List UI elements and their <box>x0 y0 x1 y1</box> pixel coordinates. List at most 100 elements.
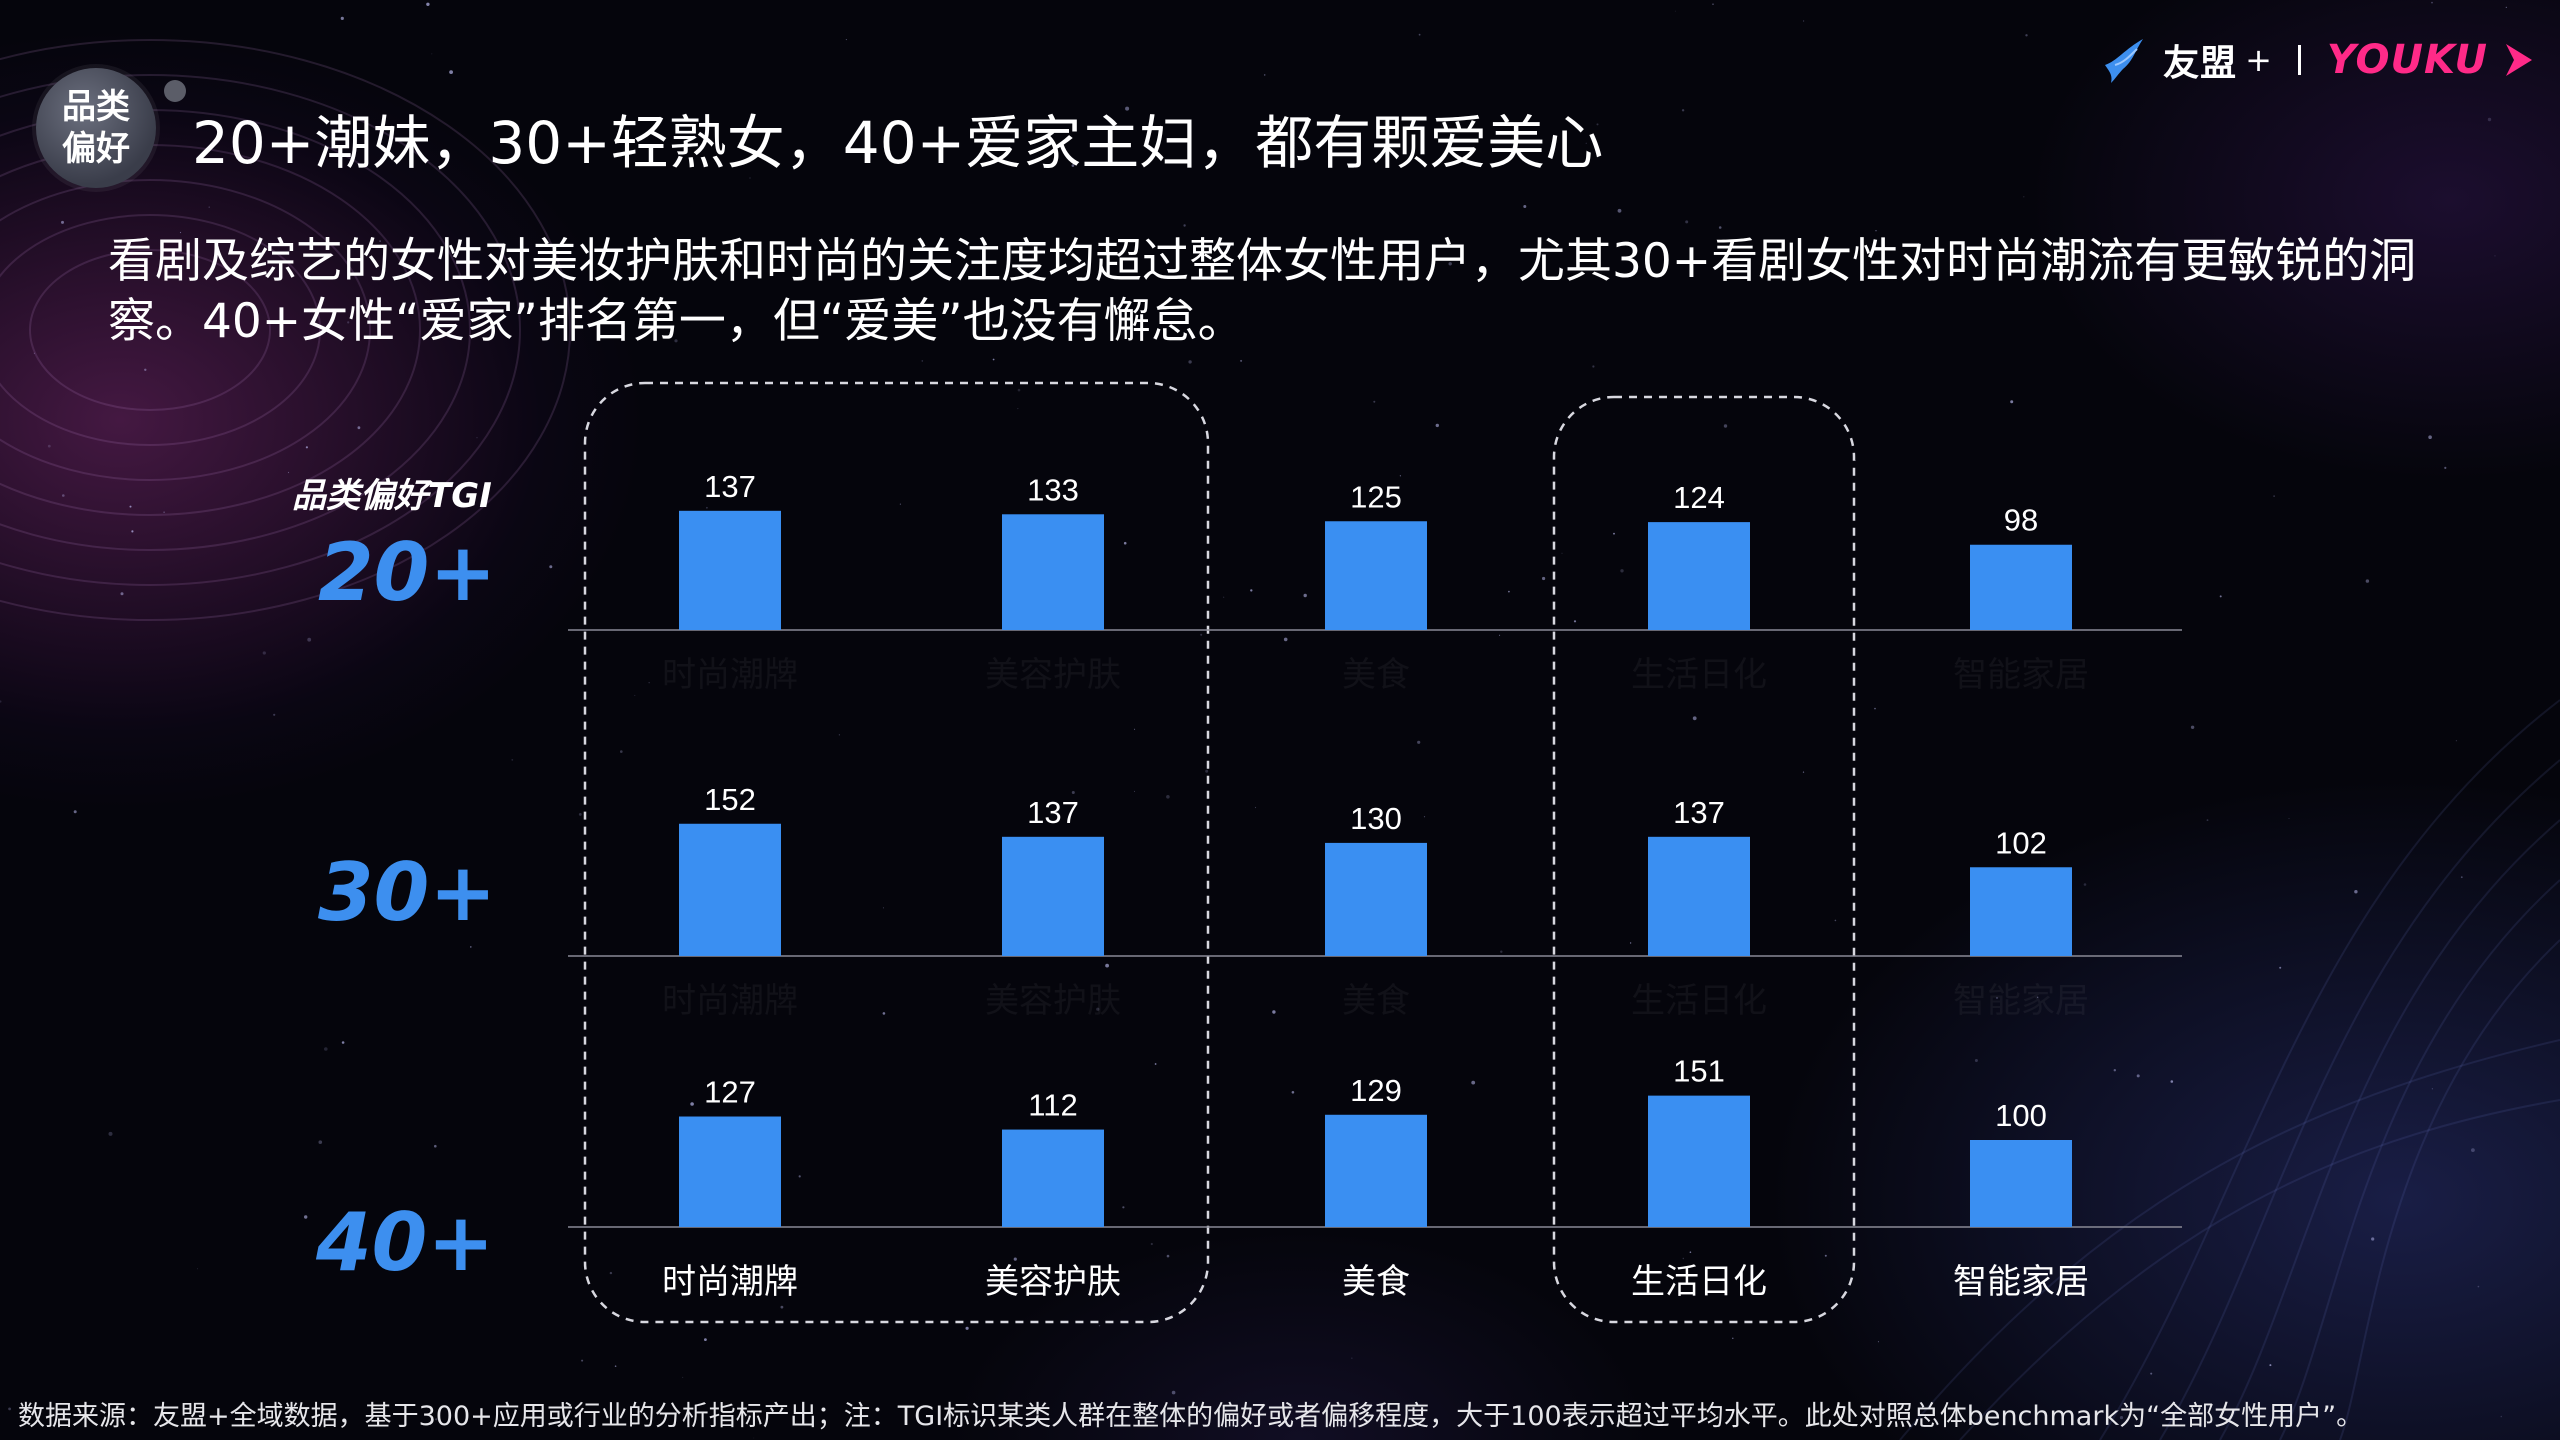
star <box>33 352 36 354</box>
star <box>609 1271 613 1275</box>
star <box>47 444 51 448</box>
star <box>2025 34 2028 37</box>
youmeng-plus: + <box>2245 41 2272 79</box>
source-footnote: 数据来源：友盟+全域数据，基于300+应用或行业的分析指标产出；注：TGI标识某… <box>18 1401 2364 1432</box>
star <box>435 1418 438 1421</box>
star <box>144 368 147 371</box>
bar <box>1970 1140 2072 1227</box>
star <box>1723 424 1728 428</box>
star <box>1399 475 1401 477</box>
bar-value-label: 152 <box>704 782 756 817</box>
bar <box>1648 1095 1750 1227</box>
star <box>1394 1424 1397 1427</box>
star <box>1824 1254 1827 1257</box>
star <box>340 16 344 20</box>
youmeng-logo: 友盟 <box>2163 43 2238 84</box>
star <box>131 530 134 533</box>
star <box>2190 725 2195 729</box>
bar <box>1325 1114 1427 1227</box>
star <box>307 637 312 642</box>
star <box>1134 790 1135 792</box>
star <box>1681 109 1685 112</box>
star <box>1171 1390 1176 1395</box>
star <box>780 1305 784 1309</box>
bar-value-label: 127 <box>704 1075 756 1110</box>
star <box>324 1047 328 1051</box>
star <box>2219 595 2222 598</box>
star <box>2371 1237 2375 1241</box>
star <box>1291 1091 1295 1094</box>
star <box>798 1175 801 1178</box>
star <box>992 358 995 361</box>
star <box>753 1437 755 1439</box>
bar-value-label: 125 <box>1350 479 1402 514</box>
star <box>1418 33 1421 36</box>
star <box>1283 637 1288 642</box>
logo-separator <box>2297 45 2301 75</box>
star <box>1254 806 1257 809</box>
star <box>1629 942 1632 944</box>
star <box>1240 359 1243 362</box>
star <box>2471 1148 2475 1152</box>
star <box>706 506 708 509</box>
badge-line-2: 偏好 <box>62 129 130 169</box>
category-badge: 品类 偏好 <box>36 68 156 188</box>
star <box>426 2 430 6</box>
star <box>1017 408 1019 410</box>
bar-value-label: 130 <box>1350 801 1402 836</box>
star <box>1732 1337 1734 1340</box>
star <box>1303 593 1307 598</box>
star <box>2354 890 2358 894</box>
ghost-category-label: 智能家居 <box>1953 655 2089 695</box>
star <box>1417 740 1421 744</box>
star <box>1877 1341 1879 1343</box>
highlight-box <box>1552 395 1856 1324</box>
star <box>2083 883 2087 886</box>
star <box>1188 360 1192 364</box>
star <box>1682 1257 1685 1260</box>
star <box>1712 3 1714 5</box>
star <box>1803 20 1805 22</box>
bar <box>679 510 781 630</box>
star <box>845 39 847 41</box>
star <box>882 1012 886 1015</box>
star <box>2288 818 2290 819</box>
ghost-category-label: 美容护肤 <box>985 655 1121 695</box>
star <box>1523 205 1527 208</box>
star <box>1585 142 1587 144</box>
star <box>1689 1251 1692 1253</box>
star <box>1718 226 1722 229</box>
age-label-20: 20+ <box>318 526 497 619</box>
star <box>73 810 77 814</box>
star <box>108 1131 113 1136</box>
star <box>1373 400 1376 403</box>
star <box>899 503 901 505</box>
star <box>1071 164 1075 167</box>
bar <box>1002 836 1104 956</box>
star <box>1542 576 1546 581</box>
star <box>921 360 924 362</box>
star <box>1200 633 1203 636</box>
star <box>1996 997 1998 999</box>
star <box>1250 589 1253 592</box>
star <box>2206 819 2209 821</box>
star <box>305 446 308 449</box>
bar-value-label: 151 <box>1673 1054 1725 1089</box>
star <box>1105 963 1109 968</box>
star <box>2505 6 2507 8</box>
chart-title: 品类偏好TGI <box>292 476 492 516</box>
bar-value-label: 100 <box>1995 1098 2047 1133</box>
star <box>449 70 453 74</box>
star <box>273 713 276 716</box>
star <box>1035 320 1038 323</box>
star <box>549 565 553 569</box>
star <box>882 907 884 909</box>
play-icon <box>2506 44 2532 76</box>
star <box>648 682 650 684</box>
bar <box>1970 544 2072 630</box>
star <box>2428 435 2432 440</box>
star <box>682 1376 684 1378</box>
bar-value-label: 133 <box>1027 472 1079 507</box>
